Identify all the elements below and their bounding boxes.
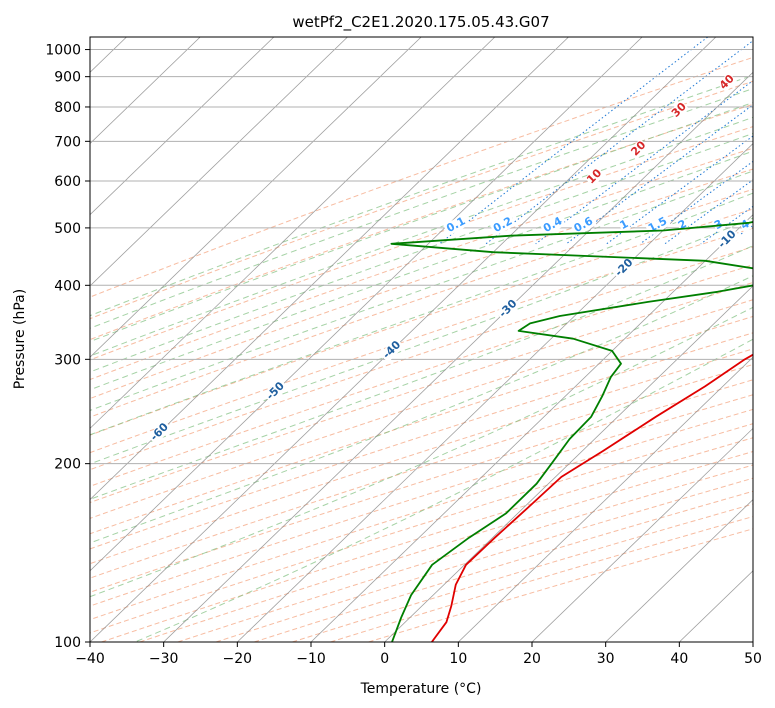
- isotherm-line: [458, 356, 753, 642]
- label-background: [379, 337, 405, 363]
- mixing-ratio-line: [535, 79, 753, 245]
- dry-adiabat-line: [90, 348, 753, 565]
- isotherms: [90, 37, 753, 642]
- reference-line-labels: -100-90-80-70-60-50-40-30-20-100.10.20.4…: [147, 72, 753, 445]
- isotherm-line: [90, 37, 348, 287]
- y-tick-label: 400: [54, 278, 81, 294]
- y-tick-label: 800: [54, 100, 81, 116]
- isotherm-line: [163, 71, 753, 642]
- mixing-ratio-line: [439, 37, 709, 245]
- isotherm-line: [90, 37, 496, 429]
- label-background: [495, 296, 521, 322]
- dry-adiabat-line: [90, 315, 753, 535]
- moist-adiabat-line: [134, 338, 753, 642]
- label-background: [611, 255, 637, 281]
- label-background: [715, 227, 740, 252]
- isotherm-line: [90, 37, 275, 216]
- isotherm-line: [90, 37, 201, 145]
- dry-adiabat-line: [90, 188, 753, 418]
- y-axis-ticks: 100 200 300 400 500 600 700 800 900 1000: [45, 43, 90, 651]
- mixing-ratio-line: [485, 40, 753, 245]
- isotherm-line: [90, 37, 717, 642]
- y-tick-label: 1000: [45, 43, 81, 59]
- y-tick-label: 100: [54, 635, 81, 651]
- x-tick-label: 30: [597, 651, 615, 667]
- moist-adiabats: [90, 74, 753, 642]
- y-axis-label: Pressure (hPa): [12, 289, 28, 389]
- isotherm-line: [90, 37, 643, 572]
- x-tick-label: 20: [523, 651, 541, 667]
- label-background: [738, 217, 753, 233]
- mixing-ratio-lines: [439, 37, 753, 245]
- isotherm-line: [90, 37, 422, 358]
- plot-frame: [89, 36, 754, 643]
- label-background: [263, 378, 289, 404]
- label-background: [147, 419, 173, 445]
- label-background: [628, 138, 649, 159]
- dry-adiabat-line: [90, 227, 753, 454]
- y-tick-label: 900: [54, 70, 81, 86]
- label-background: [539, 214, 566, 236]
- moist-adiabat-line: [90, 245, 753, 500]
- label-background: [717, 72, 738, 93]
- label-background: [669, 100, 690, 121]
- x-tick-label: 10: [449, 651, 467, 667]
- x-tick-label: 40: [670, 651, 688, 667]
- y-tick-label: 700: [54, 134, 81, 150]
- label-background: [584, 166, 605, 187]
- mixing-ratio-line: [606, 135, 753, 245]
- moist-adiabat-line: [90, 132, 753, 373]
- isotherm-line: [310, 214, 753, 642]
- dewpoint-trace: [390, 221, 753, 642]
- isotherm-line: [90, 37, 569, 501]
- x-axis-label: Temperature (°C): [360, 681, 482, 697]
- label-background: [570, 214, 597, 236]
- dry-adiabat-line: [90, 56, 753, 298]
- label-background: [490, 214, 516, 236]
- x-tick-label: −30: [149, 651, 179, 667]
- x-tick-label: 50: [744, 651, 762, 667]
- plot-area: -100-90-80-70-60-50-40-30-20-100.10.20.4…: [90, 37, 753, 642]
- x-tick-label: −10: [296, 651, 326, 667]
- isotherm-line: [384, 285, 753, 642]
- y-tick-label: 600: [54, 174, 81, 190]
- x-tick-label: −20: [223, 651, 253, 667]
- x-tick-label: 0: [380, 651, 389, 667]
- y-tick-label: 300: [54, 352, 81, 368]
- moist-adiabat-line: [90, 116, 753, 357]
- y-tick-label: 500: [54, 221, 81, 237]
- isotherm-line: [605, 499, 753, 642]
- x-axis-ticks: −40 −30 −20 −10 0 10 20 30 40 50: [75, 642, 762, 667]
- mixing-ratio-line: [566, 104, 753, 245]
- dry-adiabat-line: [90, 168, 753, 400]
- x-tick-label: −40: [75, 651, 105, 667]
- dry-adiabat-line: [90, 281, 753, 504]
- sounding-traces: [390, 221, 753, 642]
- y-tick-label: 200: [54, 457, 81, 473]
- isotherm-line: [531, 427, 753, 642]
- isotherm-line: [237, 142, 753, 642]
- chart-title: wetPf2_C2E1.2020.175.05.43.G07: [292, 13, 549, 32]
- dry-adiabat-line: [90, 103, 753, 341]
- label-background: [617, 217, 631, 233]
- dry-adiabat-line: [90, 394, 753, 607]
- dry-adiabat-line: [90, 147, 753, 381]
- temperature-trace: [431, 353, 753, 642]
- label-background: [443, 214, 470, 236]
